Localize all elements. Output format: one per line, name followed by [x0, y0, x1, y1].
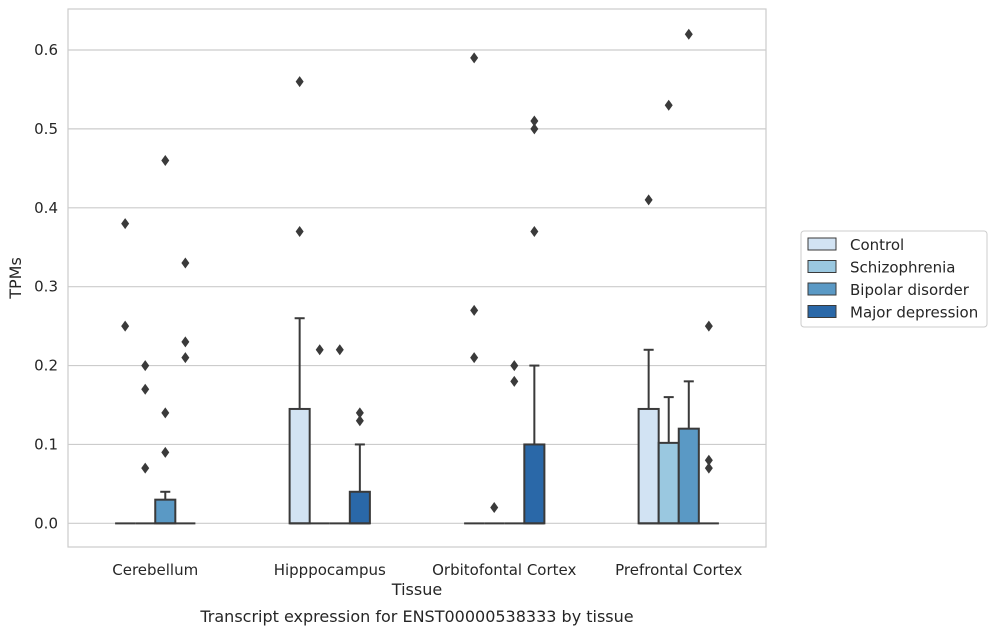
legend-frame — [800, 230, 988, 328]
outlier-point — [161, 154, 170, 166]
outlier-point — [161, 446, 170, 458]
legend-swatch — [807, 282, 837, 296]
box — [288, 407, 311, 525]
outlier-point — [470, 304, 479, 316]
y-tick-label: 0.3 — [34, 278, 58, 296]
y-tick-label: 0.6 — [34, 41, 58, 59]
x-axis-ticks: Cerebellum Hipppocampus Orbitofontal Corte… — [112, 561, 742, 579]
y-tick-label: 0.1 — [34, 435, 58, 453]
outlier-point — [490, 502, 499, 514]
y-axis-ticks: 0.0 0.1 0.2 0.3 0.4 0.5 0.6 — [34, 41, 58, 532]
x-tick-label: Cerebellum — [112, 561, 198, 579]
outlier-point — [470, 52, 479, 64]
legend-label: Major depression — [850, 304, 978, 322]
outlier-point — [181, 336, 190, 348]
legend-label: Schizophrenia — [850, 259, 955, 277]
y-tick-label: 0.4 — [34, 199, 58, 217]
x-tick-label: Hipppocampus — [274, 561, 386, 579]
plot-area-frame — [67, 8, 767, 548]
outlier-point — [530, 123, 539, 135]
box — [523, 443, 546, 525]
outlier-point — [510, 375, 519, 387]
legend-swatch — [807, 237, 837, 251]
outlier-point — [335, 344, 344, 356]
outlier-point — [181, 257, 190, 269]
outlier-points — [121, 28, 713, 514]
box — [348, 490, 371, 525]
outlier-point — [704, 454, 713, 466]
outlier-point — [470, 352, 479, 364]
gridlines — [68, 49, 766, 524]
outlier-point — [141, 462, 150, 474]
outlier-point — [295, 76, 304, 88]
box — [637, 407, 660, 525]
box — [657, 441, 680, 525]
outlier-point — [121, 320, 130, 332]
x-axis-label: Tissue — [391, 580, 442, 599]
outlier-point — [161, 407, 170, 419]
outlier-point — [704, 462, 713, 474]
outlier-point — [684, 28, 693, 40]
outlier-point — [644, 194, 653, 206]
y-tick-label: 0.5 — [34, 120, 58, 138]
legend-swatch — [807, 305, 837, 318]
outlier-point — [530, 115, 539, 127]
chart-caption: Transcript expression for ENST0000053833… — [200, 607, 634, 626]
outlier-point — [141, 360, 150, 372]
legend-swatch — [807, 260, 837, 273]
outlier-point — [704, 320, 713, 332]
x-tick-label: Prefrontal Cortex — [615, 561, 742, 579]
outlier-point — [530, 225, 539, 237]
outlier-point — [355, 415, 364, 427]
outlier-point — [315, 344, 324, 356]
outlier-point — [664, 99, 673, 111]
outlier-point — [510, 360, 519, 372]
y-axis-label: TPMs — [6, 257, 25, 300]
x-tick-label: Orbitofontal Cortex — [432, 561, 576, 579]
y-tick-label: 0.2 — [34, 357, 58, 375]
outlier-point — [121, 218, 130, 230]
y-tick-label: 0.0 — [34, 514, 58, 532]
outlier-point — [141, 383, 150, 395]
outlier-point — [181, 352, 190, 364]
box — [677, 427, 700, 525]
outlier-point — [295, 225, 304, 237]
outlier-point — [355, 407, 364, 419]
box-plot-chart: 0.0 0.1 0.2 0.3 0.4 0.5 0.6 Cerebellum Hipppoca… — [6, 8, 988, 599]
legend: Control Schizophrenia Bipolar disorder Majo… — [800, 230, 988, 328]
box — [154, 498, 177, 525]
legend-label: Control — [850, 236, 904, 254]
legend-label: Bipolar disorder — [850, 281, 970, 299]
boxes — [115, 317, 719, 525]
